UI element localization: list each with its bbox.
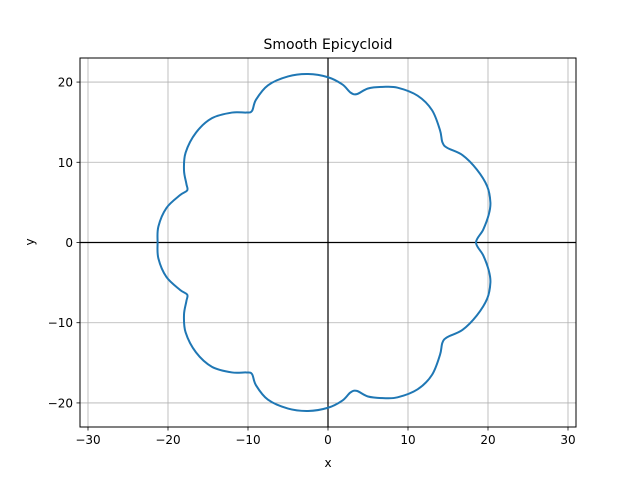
y-tick-label: 0 [65, 236, 73, 250]
x-tick-label: 30 [560, 433, 575, 447]
x-tick-label: −20 [155, 433, 180, 447]
x-tick-label: −30 [75, 433, 100, 447]
x-tick-label: −10 [235, 433, 260, 447]
y-tick-labels: −20 −10 0 10 20 [48, 76, 73, 411]
x-tick-label: 10 [400, 433, 415, 447]
x-tick-label: 0 [324, 433, 332, 447]
y-tick-label: −10 [48, 316, 73, 330]
y-tick-label: 20 [58, 76, 73, 90]
x-axis-label: x [324, 456, 331, 470]
y-axis-label: y [23, 238, 37, 245]
tick-marks [76, 81, 569, 431]
epicycloid-curve [156, 73, 492, 412]
series-layer [156, 73, 492, 412]
x-tick-labels: −30 −20 −10 0 10 20 30 [75, 433, 575, 447]
y-tick-label: −20 [48, 396, 73, 410]
y-tick-label: 10 [58, 156, 73, 170]
reference-axes [80, 58, 576, 427]
chart-title: Smooth Epicycloid [263, 37, 392, 53]
x-tick-label: 20 [480, 433, 495, 447]
